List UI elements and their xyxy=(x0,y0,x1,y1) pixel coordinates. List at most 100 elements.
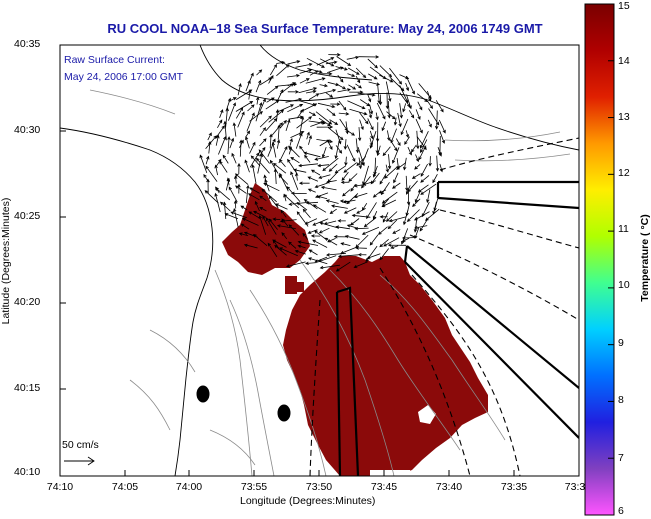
current-vector xyxy=(415,118,423,134)
current-vector xyxy=(243,243,258,249)
current-vector xyxy=(250,155,261,167)
current-vector xyxy=(283,194,300,209)
current-vector xyxy=(272,239,287,248)
current-vector xyxy=(290,171,299,191)
current-vector xyxy=(235,101,254,112)
current-vector xyxy=(325,199,339,204)
current-vector xyxy=(420,175,430,183)
current-vector xyxy=(308,249,318,256)
current-vector xyxy=(346,224,358,229)
current-vector xyxy=(405,82,410,92)
x-tick-label: 73:45 xyxy=(370,481,398,493)
current-vector xyxy=(357,92,376,97)
current-vector xyxy=(277,124,281,140)
current-vector xyxy=(244,159,250,173)
current-vector xyxy=(326,139,333,150)
current-vector xyxy=(350,183,356,192)
colorbar-tick-label: 14 xyxy=(618,55,630,67)
current-vector xyxy=(285,119,291,132)
current-vector xyxy=(340,180,350,185)
current-vector xyxy=(234,173,249,185)
current-vector xyxy=(390,245,399,249)
current-vector xyxy=(428,156,432,167)
current-vector xyxy=(245,79,251,92)
current-vector xyxy=(219,160,228,173)
current-vector xyxy=(272,217,281,221)
current-vector xyxy=(348,84,357,90)
map-panel[interactable] xyxy=(60,45,579,476)
current-vector xyxy=(331,204,348,209)
current-vector xyxy=(363,217,377,228)
current-vector xyxy=(268,109,285,123)
current-vector xyxy=(408,110,415,119)
current-vector xyxy=(310,234,321,238)
current-vector xyxy=(378,189,387,194)
colorbar-tick-label: 8 xyxy=(618,394,624,406)
current-vector xyxy=(405,75,415,95)
current-vector xyxy=(347,73,356,77)
current-vector xyxy=(319,221,340,229)
current-vector xyxy=(414,190,421,203)
current-vector xyxy=(266,97,275,103)
mooring-marker[interactable] xyxy=(196,385,210,403)
current-vector xyxy=(245,184,250,204)
current-vector xyxy=(205,165,218,182)
current-vector xyxy=(405,175,409,192)
current-vector xyxy=(319,88,337,95)
current-vector xyxy=(298,163,319,168)
current-vector xyxy=(290,157,300,164)
current-vector xyxy=(402,103,407,113)
current-vector xyxy=(357,127,362,142)
current-vector xyxy=(367,118,374,131)
current-vector xyxy=(329,208,337,215)
y-axis-label: Latitude (Degrees:Minutes) xyxy=(0,197,12,325)
current-vector xyxy=(258,149,270,164)
current-vector xyxy=(411,173,421,179)
current-vector xyxy=(205,155,210,165)
current-vector xyxy=(355,138,360,154)
current-vector xyxy=(306,131,310,140)
current-vector xyxy=(399,103,403,119)
current-vector xyxy=(259,98,266,112)
current-vector xyxy=(237,162,241,175)
current-vector xyxy=(286,74,300,78)
current-vector xyxy=(265,217,277,235)
current-vector xyxy=(259,138,267,147)
current-vector xyxy=(319,58,335,67)
mooring-marker[interactable] xyxy=(277,404,291,422)
current-vector xyxy=(276,104,295,113)
current-vector xyxy=(319,83,328,88)
current-vector xyxy=(387,154,392,170)
current-vector xyxy=(316,57,335,66)
current-vector xyxy=(414,227,420,240)
current-vector xyxy=(205,135,217,150)
current-vector xyxy=(325,180,337,184)
current-vector xyxy=(295,62,313,68)
current-vector xyxy=(353,192,368,199)
current-vector xyxy=(336,56,352,66)
current-vector xyxy=(237,83,242,96)
current-vector xyxy=(298,181,310,185)
current-vector xyxy=(328,163,338,172)
current-vector xyxy=(355,246,367,250)
current-vector xyxy=(385,92,390,110)
current-vector xyxy=(254,200,260,212)
current-vector xyxy=(319,139,331,147)
current-vector xyxy=(281,232,288,240)
current-vector xyxy=(368,108,373,119)
current-vector xyxy=(247,193,260,201)
current-vector xyxy=(215,134,220,146)
current-vector xyxy=(228,186,238,203)
current-vector xyxy=(420,131,429,149)
current-vector xyxy=(427,90,432,102)
current-vector xyxy=(309,70,319,76)
current-vector xyxy=(307,67,323,74)
current-vector xyxy=(206,178,210,194)
current-vector xyxy=(379,65,393,78)
current-vector xyxy=(387,243,407,247)
current-vector xyxy=(318,174,331,179)
current-vector xyxy=(295,172,299,181)
current-vector xyxy=(275,203,288,210)
current-vector xyxy=(353,261,368,269)
current-vector xyxy=(248,89,252,100)
